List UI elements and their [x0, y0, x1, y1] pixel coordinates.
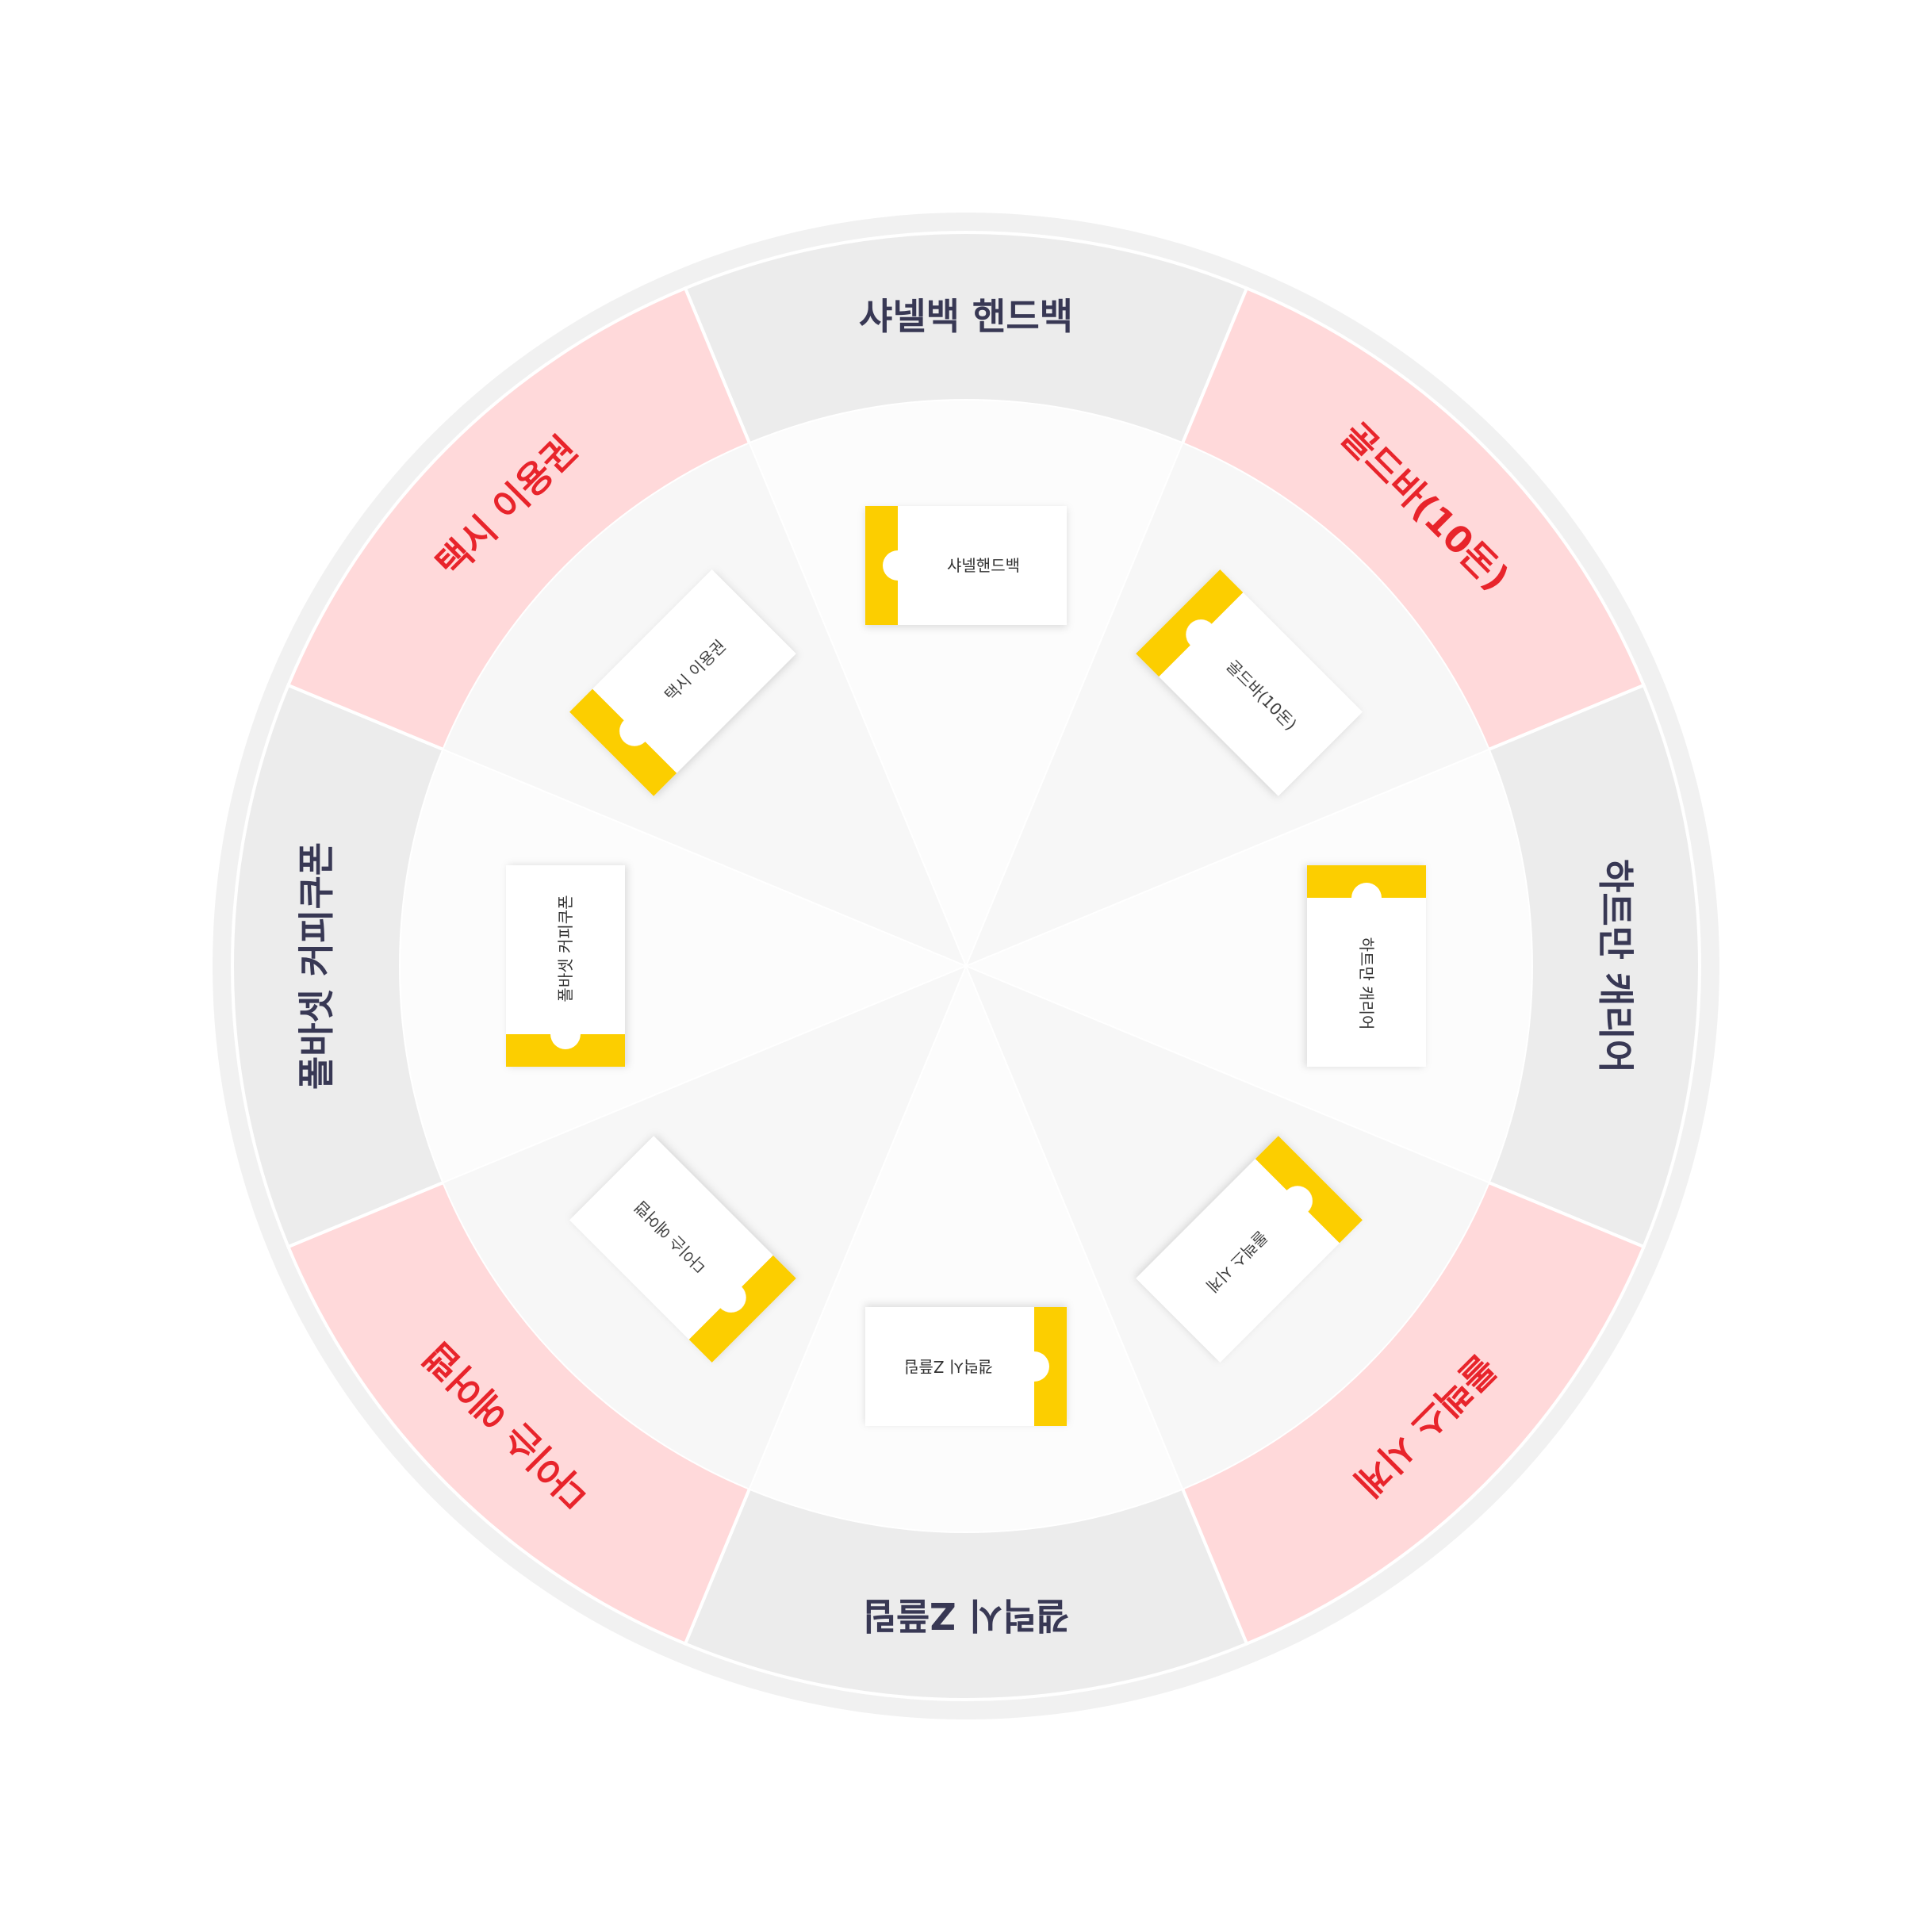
- ticket-stub: [1136, 569, 1244, 677]
- ticket-notch: [1351, 883, 1382, 913]
- ticket-stub: [688, 1255, 796, 1363]
- ticket-notch: [550, 1019, 581, 1049]
- prize-ticket: 택시 이용권: [569, 569, 796, 796]
- inner-wedge: [400, 749, 966, 1183]
- wedge-divider: [443, 749, 967, 967]
- ticket-label: 폴바셋 커피쿠폰: [556, 895, 575, 1002]
- ticket-label: 샤넬핸드백: [947, 556, 1020, 575]
- ticket-stub: [865, 506, 898, 625]
- ticket-notch: [1186, 619, 1217, 650]
- prize-ticket: 롤렉스 시계: [1136, 1136, 1363, 1363]
- inner-wedge: [966, 749, 1531, 1183]
- ticket-notch: [619, 715, 650, 746]
- ticket-body: [1307, 865, 1426, 1067]
- prize-label: 갤럭시 Z플립: [863, 1594, 1070, 1637]
- wedge-divider: [965, 749, 1489, 967]
- ticket-notch: [883, 550, 913, 581]
- prize-label: 폴바셋 커피쿠폰: [295, 842, 338, 1090]
- ticket-label: 하트만 캐리어: [1357, 937, 1376, 1030]
- wedge-divider: [749, 965, 967, 1489]
- ticket-stub: [506, 1034, 625, 1067]
- prize-ticket: 폴바셋 커피쿠폰: [506, 865, 625, 1067]
- prize-ticket: 갤럭시 Z플립: [865, 1307, 1067, 1426]
- ticket-notch: [1019, 1351, 1049, 1382]
- prize-label: 샤넬백 핸드백: [859, 295, 1073, 338]
- prize-ticket: 골드바(10돈): [1136, 569, 1363, 796]
- wedge-divider: [965, 965, 1489, 1183]
- ticket-notch: [715, 1282, 746, 1313]
- ticket-body: [506, 865, 625, 1067]
- wedge-divider: [965, 965, 1183, 1489]
- prize-ticket: 샤넬핸드백: [865, 506, 1067, 625]
- prize-ticket: 하트만 캐리어: [1307, 865, 1426, 1067]
- prize-label: 하트만 캐리어: [1594, 859, 1637, 1073]
- ticket-stub: [569, 688, 677, 796]
- inner-wedge: [749, 966, 1183, 1531]
- ticket-label: 갤럭시 Z플립: [904, 1357, 993, 1376]
- ticket-notch: [1282, 1186, 1313, 1217]
- inner-wedge: [749, 400, 1183, 966]
- ticket-stub: [1034, 1307, 1067, 1426]
- wedge-divider: [443, 965, 967, 1183]
- ticket-stub: [1255, 1136, 1363, 1244]
- wedge-divider: [965, 443, 1183, 967]
- wedge-divider: [749, 443, 967, 967]
- prize-ticket: 다이슨 에어랩: [569, 1136, 796, 1363]
- ticket-stub: [1307, 865, 1426, 898]
